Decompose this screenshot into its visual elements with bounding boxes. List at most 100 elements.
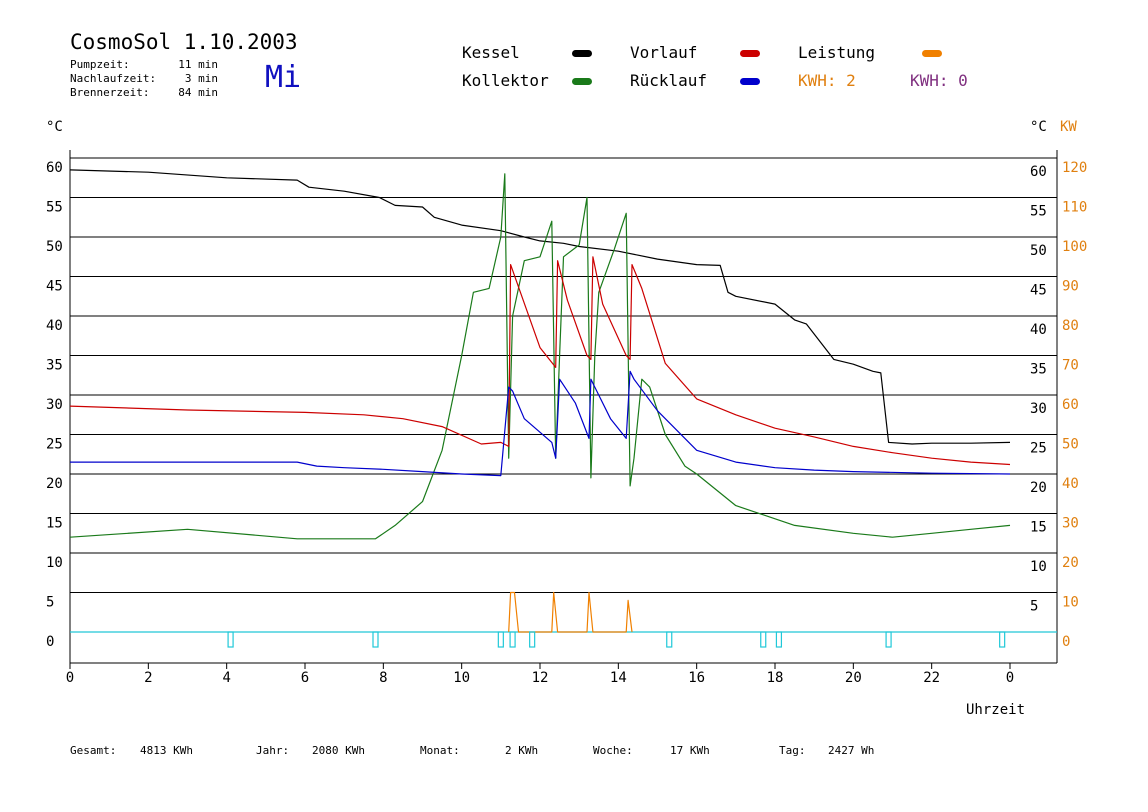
footer-week-label: Woche: bbox=[593, 744, 633, 757]
y2-tick-label-right: 10 bbox=[1062, 595, 1079, 611]
y2-tick-label-right: 30 bbox=[1062, 516, 1079, 532]
y-tick-label-left: 15 bbox=[46, 516, 63, 532]
y-tick-label-left: 0 bbox=[46, 634, 54, 650]
x-tick-label: 0 bbox=[1006, 670, 1014, 686]
y2-tick-label-right: 50 bbox=[1062, 437, 1079, 453]
legend-kollektor: Kollektor bbox=[462, 71, 549, 90]
x-tick-label: 12 bbox=[532, 670, 549, 686]
legend-kwh-2: KWH: 0 bbox=[910, 71, 968, 90]
y2-tick-label-right: 80 bbox=[1062, 318, 1079, 334]
legend-kollektor-swatch bbox=[572, 78, 592, 85]
x-tick-label: 20 bbox=[845, 670, 862, 686]
y2-tick-label-right: 40 bbox=[1062, 476, 1079, 492]
y2-tick-label-right: 20 bbox=[1062, 555, 1079, 571]
y2-tick-label-right: 110 bbox=[1062, 200, 1087, 216]
y-tick-label-right: 45 bbox=[1030, 283, 1047, 299]
y-tick-label-right: 50 bbox=[1030, 243, 1047, 259]
series-line-kollektor bbox=[69, 173, 1011, 540]
pump-marker bbox=[775, 631, 783, 648]
pump-marker bbox=[529, 631, 536, 648]
left-axis-unit: °C bbox=[46, 119, 63, 135]
y-tick-label-left: 45 bbox=[46, 279, 63, 295]
legend-vorlauf: Vorlauf bbox=[630, 43, 698, 62]
pump-marker bbox=[999, 631, 1006, 648]
y-tick-label-left: 25 bbox=[46, 437, 63, 453]
y-tick-label-left: 35 bbox=[46, 358, 63, 374]
y-tick-label-right: 25 bbox=[1030, 441, 1047, 457]
y2-tick-label-right: 100 bbox=[1062, 239, 1087, 255]
footer-total-value: 4813 KWh bbox=[140, 744, 193, 757]
y2-tick-label-right: 90 bbox=[1062, 279, 1079, 295]
y-tick-label-left: 30 bbox=[46, 397, 63, 413]
burner-time-label: Brennerzeit: bbox=[70, 86, 150, 99]
x-tick-label: 2 bbox=[144, 670, 152, 686]
y-tick-label-left: 50 bbox=[46, 239, 63, 255]
footer-year-value: 2080 KWh bbox=[312, 744, 365, 757]
series-line-kessel bbox=[69, 169, 1011, 445]
y-tick-label-right: 30 bbox=[1030, 401, 1047, 417]
legend-ruecklauf: Rücklauf bbox=[630, 71, 708, 90]
y-tick-label-left: 55 bbox=[46, 200, 63, 216]
burner-time-value: 84 min bbox=[178, 86, 218, 99]
legend-kessel: Kessel bbox=[462, 43, 520, 62]
chart-title: CosmoSol 1.10.2003 bbox=[70, 30, 298, 54]
series-line-vorlauf bbox=[69, 256, 1011, 466]
y-tick-label-left: 20 bbox=[46, 476, 63, 492]
x-tick-label: 18 bbox=[767, 670, 784, 686]
y-tick-label-right: 5 bbox=[1030, 599, 1038, 615]
footer-total-label: Gesamt: bbox=[70, 744, 117, 757]
x-tick-label: 22 bbox=[923, 670, 940, 686]
pump-marker bbox=[666, 631, 673, 648]
right-axis-unit: °C bbox=[1030, 119, 1047, 135]
y-tick-label-left: 10 bbox=[46, 555, 63, 571]
footer-year-label: Jahr: bbox=[256, 744, 290, 757]
run-on-time-value: 3 min bbox=[184, 72, 218, 85]
y2-tick-label-right: 120 bbox=[1062, 160, 1087, 176]
legend-kwh-1: KWH: 2 bbox=[798, 71, 856, 90]
x-tick-label: 8 bbox=[379, 670, 387, 686]
x-tick-label: 0 bbox=[66, 670, 74, 686]
x-tick-label: 4 bbox=[222, 670, 230, 686]
series-line-rcklauf bbox=[70, 370, 1011, 477]
y2-tick-label-right: 0 bbox=[1062, 634, 1070, 650]
pump-marker bbox=[227, 631, 234, 648]
legend-vorlauf-swatch bbox=[740, 50, 760, 57]
pump-marker bbox=[509, 631, 516, 648]
x-tick-label: 14 bbox=[610, 670, 627, 686]
x-tick-label: 16 bbox=[688, 670, 705, 686]
x-tick-label: 10 bbox=[453, 670, 470, 686]
pump-marker bbox=[885, 631, 892, 648]
y-tick-label-right: 60 bbox=[1030, 164, 1047, 180]
y-tick-label-right: 35 bbox=[1030, 362, 1047, 378]
footer-day-label: Tag: bbox=[779, 744, 806, 757]
run-on-time-label: Nachlaufzeit: bbox=[70, 72, 157, 85]
legend-leistung-swatch bbox=[922, 50, 942, 57]
pump-time-value: 11 min bbox=[178, 58, 218, 71]
y-tick-label-right: 20 bbox=[1030, 480, 1047, 496]
footer-week-value: 17 KWh bbox=[670, 744, 710, 757]
pump-marker bbox=[760, 631, 767, 648]
footer-day-value: 2427 Wh bbox=[828, 744, 875, 757]
y-tick-label-right: 15 bbox=[1030, 520, 1047, 536]
legend-ruecklauf-swatch bbox=[740, 78, 760, 85]
y2-tick-label-right: 70 bbox=[1062, 358, 1079, 374]
x-tick-label: 6 bbox=[301, 670, 309, 686]
x-axis-label: Uhrzeit bbox=[966, 702, 1026, 718]
series-line-leistung bbox=[508, 591, 633, 633]
y-tick-label-left: 60 bbox=[46, 160, 63, 176]
y-tick-label-left: 40 bbox=[46, 318, 63, 334]
right-axis-unit-kw: KW bbox=[1060, 119, 1077, 135]
footer-month-value: 2 KWh bbox=[505, 744, 539, 757]
y-tick-label-right: 55 bbox=[1030, 204, 1047, 220]
legend-kessel-swatch bbox=[572, 50, 592, 57]
weekday-label: Mi bbox=[265, 60, 302, 95]
y-tick-label-right: 40 bbox=[1030, 322, 1047, 338]
footer-month-label: Monat: bbox=[420, 744, 460, 757]
pump-marker bbox=[497, 631, 504, 648]
y-tick-label-left: 5 bbox=[46, 595, 54, 611]
y-tick-label-right: 10 bbox=[1030, 559, 1047, 575]
legend-leistung: Leistung bbox=[798, 43, 876, 62]
pump-marker bbox=[372, 631, 379, 648]
y2-tick-label-right: 60 bbox=[1062, 397, 1079, 413]
